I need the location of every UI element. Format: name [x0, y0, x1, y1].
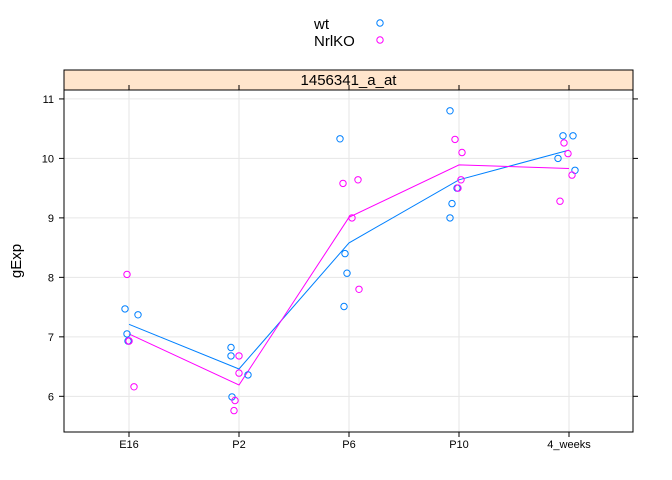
- data-point-wt: [343, 269, 351, 277]
- data-point-wt: [134, 311, 142, 319]
- data-point-nrlko: [125, 337, 133, 345]
- data-point-nrlko: [560, 139, 568, 147]
- data-point-nrlko: [564, 149, 572, 158]
- data-point-wt: [569, 132, 577, 140]
- y-tick-label: 11: [43, 94, 54, 106]
- data-point-nrlko: [451, 135, 459, 144]
- x-tick-label: 4_weeks: [547, 439, 591, 451]
- data-point-wt: [571, 166, 579, 175]
- data-point-wt: [227, 343, 235, 352]
- data-points: [121, 107, 579, 415]
- data-point-wt: [559, 132, 567, 140]
- data-point-wt: [446, 107, 454, 115]
- y-tick-label: 9: [48, 213, 54, 225]
- data-point-wt: [446, 214, 454, 222]
- data-point-nrlko: [231, 396, 239, 405]
- x-tick-label: P6: [342, 439, 355, 451]
- series-line-wt: [128, 149, 570, 370]
- y-tick-label: 6: [48, 391, 54, 403]
- data-point-nrlko: [568, 171, 576, 179]
- grid: [64, 90, 633, 432]
- legend-marker-nrlko: [376, 36, 384, 44]
- data-point-wt: [554, 154, 562, 163]
- panel-title: 1456341_a_at: [301, 72, 398, 89]
- data-point-nrlko: [457, 176, 465, 184]
- x-tick-label: E16: [119, 439, 139, 451]
- data-point-nrlko: [458, 148, 466, 157]
- data-point-nrlko: [354, 176, 362, 184]
- data-point-wt: [123, 330, 131, 338]
- y-tick-label: 10: [42, 153, 54, 165]
- data-point-nrlko: [235, 369, 243, 377]
- legend: wt NrlKO: [313, 16, 384, 50]
- data-point-wt: [244, 371, 252, 379]
- data-point-wt: [227, 352, 235, 360]
- y-tick-label: 8: [48, 272, 54, 284]
- data-point-nrlko: [348, 214, 356, 222]
- data-point-nrlko: [355, 285, 363, 293]
- data-point-wt: [448, 199, 456, 208]
- legend-label-wt: wt: [313, 16, 330, 33]
- y-tick-label: 7: [48, 332, 54, 344]
- x-axis: E16 P2 P6 P10 4_weeks: [119, 85, 591, 451]
- data-point-wt: [340, 302, 348, 311]
- data-point-nrlko: [454, 184, 462, 192]
- x-tick-label: P2: [232, 439, 245, 451]
- data-point-nrlko: [339, 179, 347, 188]
- legend-marker-wt: [376, 19, 384, 27]
- data-point-nrlko: [556, 197, 564, 205]
- data-point-nrlko: [230, 406, 238, 415]
- data-point-wt: [336, 135, 344, 143]
- data-point-nrlko: [235, 352, 243, 360]
- data-point-wt: [121, 305, 129, 313]
- legend-label-nrlko: NrlKO: [314, 33, 355, 50]
- y-axis-title: gExp: [8, 244, 25, 278]
- data-point-wt: [341, 249, 349, 258]
- x-tick-label: P10: [449, 439, 469, 451]
- data-point-nrlko: [130, 383, 138, 391]
- y-axis: 6 7 8 9 10 11: [42, 94, 638, 403]
- data-point-nrlko: [123, 270, 131, 279]
